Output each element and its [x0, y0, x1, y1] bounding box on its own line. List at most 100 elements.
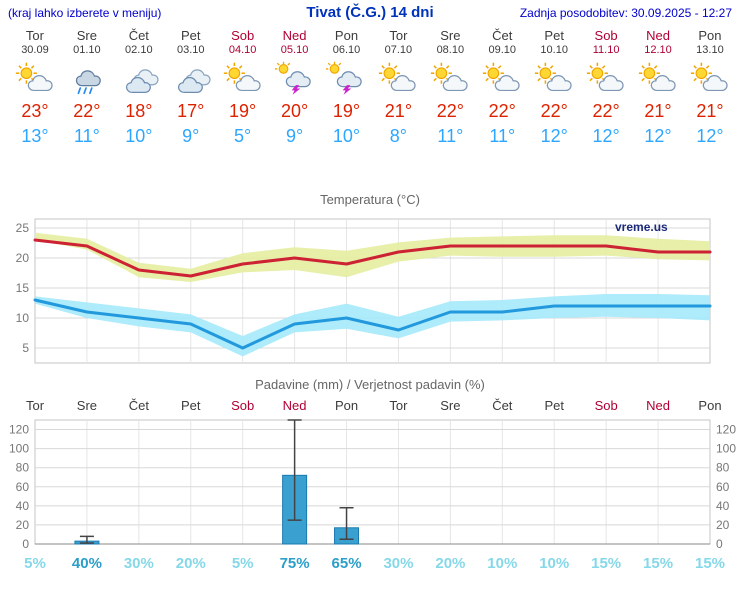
- day-name: Sob: [231, 28, 255, 43]
- precip-axis-tick-left: 0: [22, 537, 29, 551]
- day-column[interactable]: Pon 13.10 21° 12°: [684, 28, 736, 148]
- precip-axis-tick-right: 100: [716, 442, 736, 456]
- day-date: 10.10: [540, 44, 568, 56]
- partly-icon: [221, 60, 265, 96]
- day-name: Ned: [646, 28, 670, 43]
- pop-label: 15%: [643, 555, 673, 572]
- precip-day-label: Pet: [181, 398, 201, 413]
- precip-axis-tick-left: 80: [16, 461, 30, 475]
- partly-icon: [428, 60, 472, 96]
- min-temperature: 12°: [592, 126, 620, 146]
- precip-axis-tick-right: 60: [716, 480, 730, 494]
- precip-day-label: Čet: [492, 398, 513, 413]
- precip-day-label: Sob: [595, 398, 618, 413]
- min-temperature: 13°: [21, 126, 49, 146]
- partly-icon: [13, 60, 57, 96]
- cloudy-icon: [169, 60, 213, 96]
- day-column[interactable]: Čet 02.10 18° 10°: [113, 28, 165, 148]
- min-temperature: 12°: [540, 126, 568, 146]
- last-updated: Zadnja posodobitev: 30.09.2025 - 12:27: [519, 6, 732, 20]
- max-temperature: 18°: [125, 101, 153, 121]
- precip-day-label: Pon: [698, 398, 721, 413]
- temp-axis-tick: 20: [16, 251, 30, 265]
- pop-label: 5%: [232, 555, 254, 572]
- partly-icon: [376, 60, 420, 96]
- menu-hint: (kraj lahko izberete v meniju): [8, 6, 162, 20]
- precipitation-chart-title: Padavine (mm) / Verjetnost padavin (%): [255, 377, 485, 392]
- day-name: Tor: [389, 28, 408, 43]
- max-temperature: 20°: [280, 101, 309, 121]
- pop-label: 30%: [124, 555, 154, 572]
- temperature-chart-title: Temperatura (°C): [320, 192, 420, 207]
- day-column[interactable]: Čet 09.10 22° 11°: [476, 28, 528, 148]
- pop-label: 15%: [591, 555, 621, 572]
- day-date: 04.10: [228, 44, 257, 56]
- forecast-table: Tor 30.09 23° 13° Sre 01.10 22° 11° Čet 02.10 18° 1…: [0, 22, 740, 148]
- precipitation-chart: 0 0 20 20 40 40 60 60 80 80 100 100 120 120 Tor Sre Čet P…: [9, 398, 736, 572]
- min-temperature: 12°: [644, 126, 672, 146]
- day-date: 11.10: [592, 44, 620, 56]
- day-name: Pon: [698, 28, 722, 43]
- temperature-chart: 5 10 15 20 25 vreme.us: [16, 218, 712, 364]
- max-temperature: 22°: [592, 101, 620, 121]
- thunder-icon: [324, 60, 368, 96]
- precip-day-label: Ned: [283, 398, 307, 413]
- temp-axis-tick: 10: [16, 311, 30, 325]
- day-column[interactable]: Sob 04.10 19° 5°: [217, 28, 269, 148]
- pop-label: 20%: [435, 555, 465, 572]
- cloudy-icon: [117, 60, 161, 96]
- day-column[interactable]: Sob 11.10 22° 12°: [580, 28, 632, 148]
- max-temperature: 19°: [229, 101, 257, 121]
- day-column[interactable]: Pet 10.10 22° 12°: [528, 28, 580, 148]
- precip-axis-tick-left: 120: [9, 423, 29, 437]
- day-column[interactable]: Ned 05.10 20° 9°: [269, 28, 321, 148]
- precip-day-label: Sob: [231, 398, 254, 413]
- day-column[interactable]: Tor 07.10 21° 8°: [372, 28, 424, 148]
- day-name: Sre: [440, 28, 461, 43]
- day-name: Sre: [76, 28, 97, 43]
- day-name: Sob: [594, 28, 618, 43]
- day-name: Pet: [544, 28, 564, 43]
- day-column[interactable]: Sre 01.10 22° 11°: [61, 28, 113, 148]
- day-column[interactable]: Ned 12.10 21° 12°: [632, 28, 684, 148]
- day-column[interactable]: Tor 30.09 23° 13°: [9, 28, 61, 148]
- day-date: 30.09: [21, 44, 49, 56]
- max-temperature: 19°: [332, 101, 361, 121]
- precip-day-label: Pon: [335, 398, 358, 413]
- day-date: 02.10: [125, 44, 153, 56]
- min-temperature: 10°: [332, 126, 361, 146]
- pop-label: 15%: [695, 555, 725, 572]
- page-title: Tivat (Č.G.) 14 dni: [306, 4, 434, 21]
- max-temperature: 22°: [436, 101, 464, 121]
- day-date: 12.10: [644, 44, 672, 56]
- rain-icon: [65, 60, 109, 96]
- partly-icon: [584, 60, 628, 96]
- pop-label: 40%: [72, 555, 102, 572]
- precip-day-label: Čet: [129, 398, 150, 413]
- max-temperature: 22°: [488, 101, 516, 121]
- precip-axis-tick-right: 20: [716, 518, 730, 532]
- day-column[interactable]: Pon 06.10 19° 10°: [321, 28, 373, 148]
- day-column[interactable]: Sre 08.10 22° 11°: [424, 28, 476, 148]
- precip-axis-tick-left: 40: [16, 499, 30, 513]
- min-temperature: 11°: [489, 126, 516, 146]
- precip-axis-tick-left: 60: [16, 480, 30, 494]
- precip-axis-tick-right: 120: [716, 423, 736, 437]
- day-name: Tor: [25, 28, 44, 43]
- min-temperature-line: [33, 298, 712, 350]
- min-temperature: 12°: [696, 126, 724, 146]
- pop-label: 10%: [539, 555, 569, 572]
- day-name: Čet: [492, 28, 513, 43]
- day-date: 03.10: [176, 44, 205, 56]
- header: (kraj lahko izberete v meniju) Tivat (Č.…: [0, 0, 740, 22]
- day-name: Pon: [334, 28, 359, 43]
- day-name: Ned: [282, 28, 307, 43]
- precip-day-label: Pet: [544, 398, 564, 413]
- precip-day-label: Sre: [77, 398, 97, 413]
- max-temperature: 21°: [384, 101, 413, 121]
- day-column[interactable]: Pet 03.10 17° 9°: [165, 28, 217, 148]
- pop-label: 65%: [332, 555, 362, 572]
- precip-day-label: Sre: [440, 398, 460, 413]
- max-temperature: 22°: [73, 101, 101, 121]
- day-date: 13.10: [696, 44, 724, 56]
